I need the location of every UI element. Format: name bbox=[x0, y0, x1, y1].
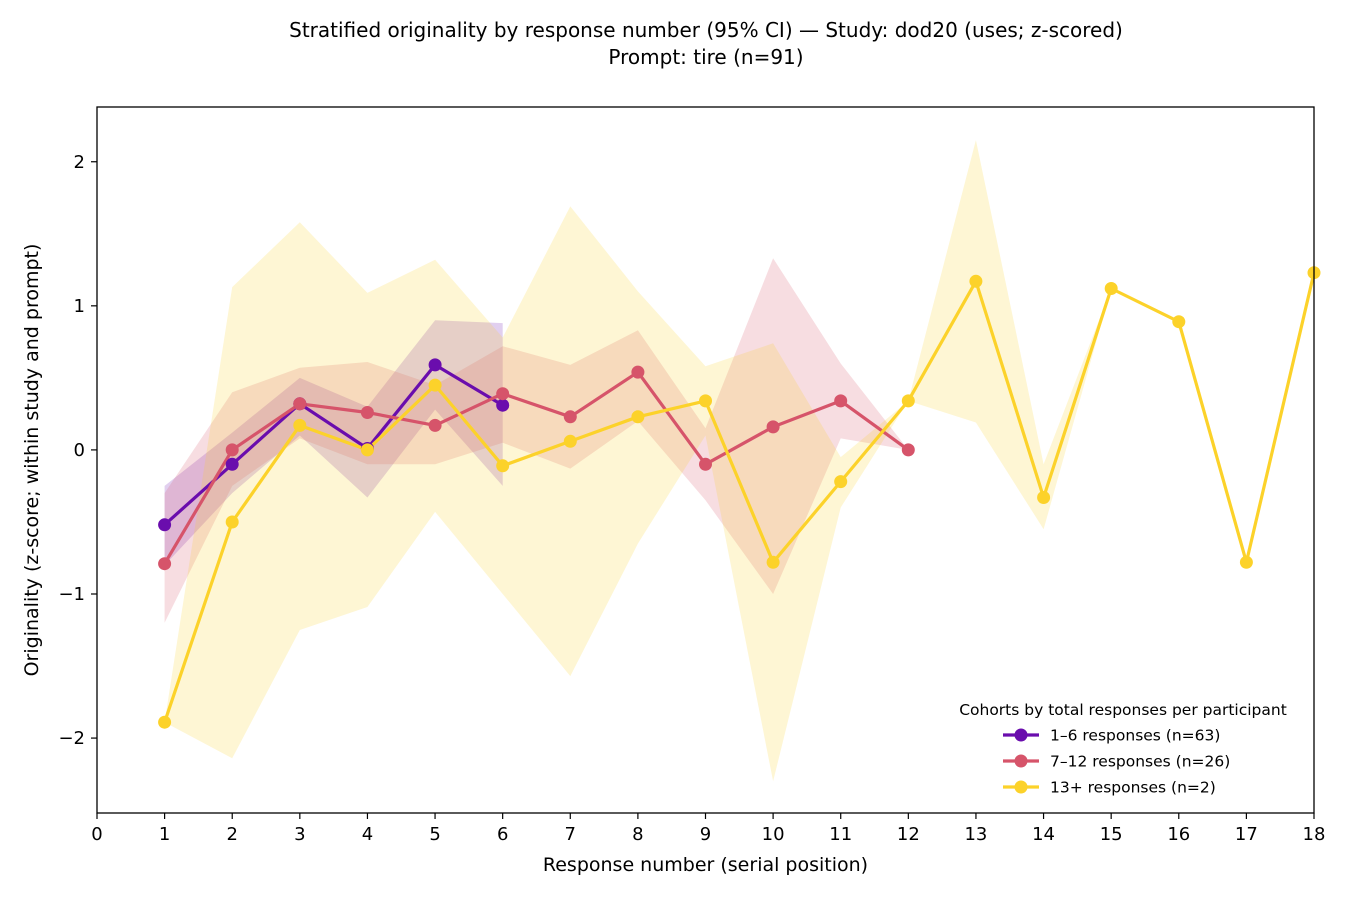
x-axis-label: Response number (serial position) bbox=[543, 854, 868, 876]
y-tick-label: 0 bbox=[74, 440, 85, 461]
series-1-point bbox=[428, 358, 442, 372]
series-2-point bbox=[225, 443, 239, 457]
series-2-line bbox=[163, 370, 910, 565]
chart-subtitle: Prompt: tire (n=91) bbox=[608, 45, 803, 69]
ci-bands bbox=[164, 140, 1315, 782]
series-2-point bbox=[699, 457, 712, 471]
series-1-point bbox=[158, 518, 172, 532]
series-3-point bbox=[158, 715, 172, 729]
series-3-point bbox=[834, 475, 848, 489]
x-tick-label: 17 bbox=[1235, 824, 1258, 845]
series-2-ci-band bbox=[164, 258, 909, 623]
series-3-point bbox=[901, 394, 915, 408]
series-1-point bbox=[496, 398, 510, 412]
x-tick-label: 11 bbox=[829, 824, 852, 845]
series-1-point bbox=[225, 457, 239, 471]
x-tick-label: 15 bbox=[1100, 824, 1123, 845]
series-1-ci-band bbox=[164, 320, 503, 566]
series-3-point bbox=[563, 434, 577, 448]
x-tick-label: 13 bbox=[964, 824, 987, 845]
x-tick-label: 14 bbox=[1032, 824, 1055, 845]
series-2-point bbox=[631, 365, 645, 379]
x-tick-label: 3 bbox=[294, 824, 305, 845]
legend: Cohorts by total responses per participa… bbox=[959, 701, 1287, 797]
series-3-point bbox=[293, 418, 307, 432]
series-3-point bbox=[496, 459, 510, 473]
series-3-point bbox=[1037, 491, 1051, 504]
chart-title: Stratified originality by response numbe… bbox=[289, 18, 1123, 42]
series-3-point bbox=[631, 410, 645, 424]
series-3-line bbox=[163, 272, 1316, 723]
y-tick-label: −1 bbox=[58, 584, 85, 605]
series-2-point bbox=[360, 406, 374, 419]
series-2-point bbox=[563, 410, 577, 424]
x-tick-label: 10 bbox=[762, 824, 785, 845]
series-3-point bbox=[225, 515, 239, 529]
legend-swatch-marker bbox=[1014, 728, 1028, 742]
series-3-point bbox=[1172, 315, 1186, 329]
series-3-point bbox=[699, 394, 712, 408]
legend-label: 1–6 responses (n=63) bbox=[1050, 727, 1220, 745]
series-3-ci-band bbox=[164, 140, 1315, 782]
x-tick-label: 5 bbox=[429, 824, 440, 845]
legend-label: 7–12 responses (n=26) bbox=[1050, 753, 1230, 771]
series-3-point bbox=[428, 378, 442, 392]
series-2-point bbox=[293, 397, 307, 411]
y-axis-ticks: −2 −1 0 1 2 bbox=[58, 152, 97, 749]
x-tick-label: 2 bbox=[226, 824, 237, 845]
legend-title: Cohorts by total responses per participa… bbox=[959, 701, 1287, 719]
y-tick-label: 1 bbox=[74, 296, 85, 317]
x-tick-label: 8 bbox=[632, 824, 643, 845]
y-axis-label: Originality (z-score; within study and p… bbox=[21, 244, 43, 677]
x-tick-label: 18 bbox=[1303, 824, 1326, 845]
x-tick-label: 0 bbox=[91, 824, 102, 845]
x-tick-label: 4 bbox=[362, 824, 373, 845]
y-tick-label: 2 bbox=[74, 152, 85, 173]
x-tick-label: 6 bbox=[497, 824, 508, 845]
series-2-point bbox=[834, 394, 848, 408]
series-2-point bbox=[766, 420, 780, 434]
series-1-line bbox=[163, 363, 504, 526]
legend-swatch-marker bbox=[1014, 780, 1028, 794]
series-lines bbox=[163, 272, 1316, 723]
series-2-point bbox=[901, 443, 915, 457]
x-tick-label: 9 bbox=[700, 824, 711, 845]
series-3-point bbox=[360, 443, 374, 457]
series-3-point bbox=[1239, 555, 1253, 569]
series-3-point bbox=[766, 555, 780, 569]
x-axis-ticks: 0 1 2 3 4 5 6 7 8 9 10 11 12 13 14 15 16 17 18 bbox=[91, 813, 1325, 845]
series-3-point bbox=[1104, 282, 1118, 295]
series-2-point bbox=[158, 557, 172, 571]
y-tick-label: −2 bbox=[58, 728, 85, 749]
series-3-point bbox=[969, 274, 983, 288]
series-2-point bbox=[428, 418, 442, 432]
x-tick-label: 7 bbox=[565, 824, 576, 845]
legend-swatch-marker bbox=[1014, 754, 1028, 768]
x-tick-label: 12 bbox=[897, 824, 920, 845]
series-points bbox=[158, 266, 1321, 729]
x-tick-label: 1 bbox=[159, 824, 170, 845]
legend-label: 13+ responses (n=2) bbox=[1050, 779, 1216, 797]
x-tick-label: 16 bbox=[1167, 824, 1190, 845]
series-2-point bbox=[496, 387, 510, 401]
